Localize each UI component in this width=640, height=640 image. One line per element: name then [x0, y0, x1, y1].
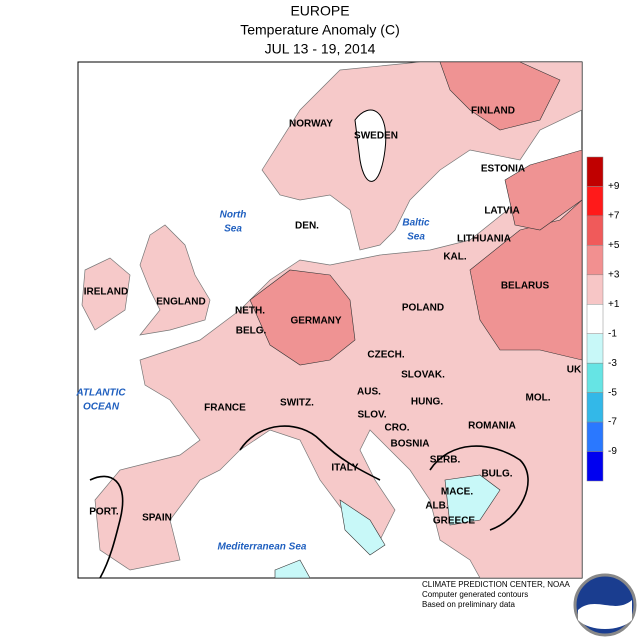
legend-swatch: [586, 392, 604, 423]
country-label: CZECH.: [367, 350, 404, 361]
anomaly-area: [439, 62, 561, 131]
legend-label: -7: [608, 417, 617, 428]
land: [139, 224, 211, 336]
country-label: SLOV.: [357, 410, 386, 421]
anomaly-area: [444, 474, 501, 526]
country-label: ALB.: [425, 501, 449, 512]
legend-swatch: [586, 215, 604, 246]
country-label: MOL.: [526, 393, 551, 404]
country-label: SPAIN: [142, 513, 172, 524]
legend-swatch: [586, 245, 604, 276]
legend-swatch: [586, 186, 604, 217]
legend: +9 +7 +5 +3 +1 -1 -3 -5 -7 -9: [586, 156, 620, 482]
country-label: NORWAY: [289, 119, 333, 130]
legend-swatch: [586, 451, 604, 482]
footer-text: Computer generated contours: [422, 590, 528, 599]
map: NORWAY SWEDEN FINLAND ESTONIA LATVIA LITHUANI…: [75, 61, 583, 579]
land: [94, 149, 582, 578]
sea-label: Baltic: [402, 218, 430, 229]
country-label: PORT.: [89, 507, 119, 518]
subtitle: Temperature Anomaly (C): [240, 22, 400, 38]
country-label: ENGLAND: [156, 297, 205, 308]
sea-label: Sea: [407, 232, 425, 243]
country-label: UK: [567, 365, 582, 376]
country-label: FRANCE: [204, 403, 246, 414]
footer: CLIMATE PREDICTION CENTER, NOAAComputer …: [422, 580, 571, 609]
legend-label: -3: [608, 358, 617, 369]
country-label: SERB.: [430, 455, 461, 466]
country-label: SWITZ.: [280, 398, 314, 409]
anomaly-area: [274, 559, 311, 578]
legend-swatch: [586, 274, 604, 305]
anomaly-area: [339, 499, 386, 556]
country-label: SLOVAK.: [401, 370, 445, 381]
legend-label: +7: [608, 211, 620, 222]
noaa-logo: [573, 573, 637, 637]
sea-label: ATLANTIC: [75, 388, 126, 399]
country-label: BULG.: [481, 469, 512, 480]
land: [81, 257, 131, 331]
country-label: ITALY: [331, 463, 359, 474]
footer-text: CLIMATE PREDICTION CENTER, NOAA: [422, 580, 571, 589]
sea-label: Mediterranean Sea: [218, 542, 307, 553]
country-label: FINLAND: [471, 106, 515, 117]
legend-label: -9: [608, 446, 617, 457]
contour: [239, 425, 529, 531]
country-label: LATVIA: [484, 206, 519, 217]
country-label: POLAND: [402, 303, 444, 314]
legend-swatch: [586, 421, 604, 452]
country-label: KAL.: [443, 252, 467, 263]
title: EUROPE: [290, 3, 349, 19]
anomaly-area: [249, 269, 356, 366]
sea-label: Sea: [224, 224, 242, 235]
sea-label: OCEAN: [83, 402, 120, 413]
country-label: BOSNIA: [391, 439, 430, 450]
legend-label: -1: [608, 328, 617, 339]
country-label: ESTONIA: [481, 164, 525, 175]
country-label: BELG.: [236, 326, 267, 337]
footer-text: Based on preliminary data: [422, 600, 515, 609]
legend-label: +1: [608, 299, 620, 310]
country-label: GREECE: [433, 516, 476, 527]
country-label: ROMANIA: [468, 421, 516, 432]
country-label: MACE.: [441, 487, 473, 498]
legend-swatch: [586, 333, 604, 364]
legend-label: +5: [608, 240, 620, 251]
dates: JUL 13 - 19, 2014: [265, 41, 376, 57]
legend-label: -5: [608, 387, 617, 398]
country-label: DEN.: [295, 221, 319, 232]
contour: [89, 475, 124, 578]
legend-label: +9: [608, 181, 620, 192]
anomaly-area: [504, 149, 582, 231]
legend-swatch: [586, 362, 604, 393]
country-label: NETH.: [235, 306, 265, 317]
legend-swatch: [586, 156, 604, 187]
country-label: BELARUS: [501, 281, 550, 292]
logo-wave: [578, 600, 632, 629]
country-label: SWEDEN: [354, 131, 398, 142]
country-label: LITHUANIA: [457, 234, 511, 245]
country-label: AUS.: [357, 387, 381, 398]
country-label: CRO.: [385, 423, 410, 434]
country-label: HUNG.: [411, 397, 443, 408]
country-label: GERMANY: [290, 316, 341, 327]
legend-swatch: [586, 304, 604, 334]
sea-label: North: [220, 210, 247, 221]
legend-label: +3: [608, 269, 620, 280]
country-label: IRELAND: [84, 287, 128, 298]
anomaly-area: [354, 109, 387, 182]
